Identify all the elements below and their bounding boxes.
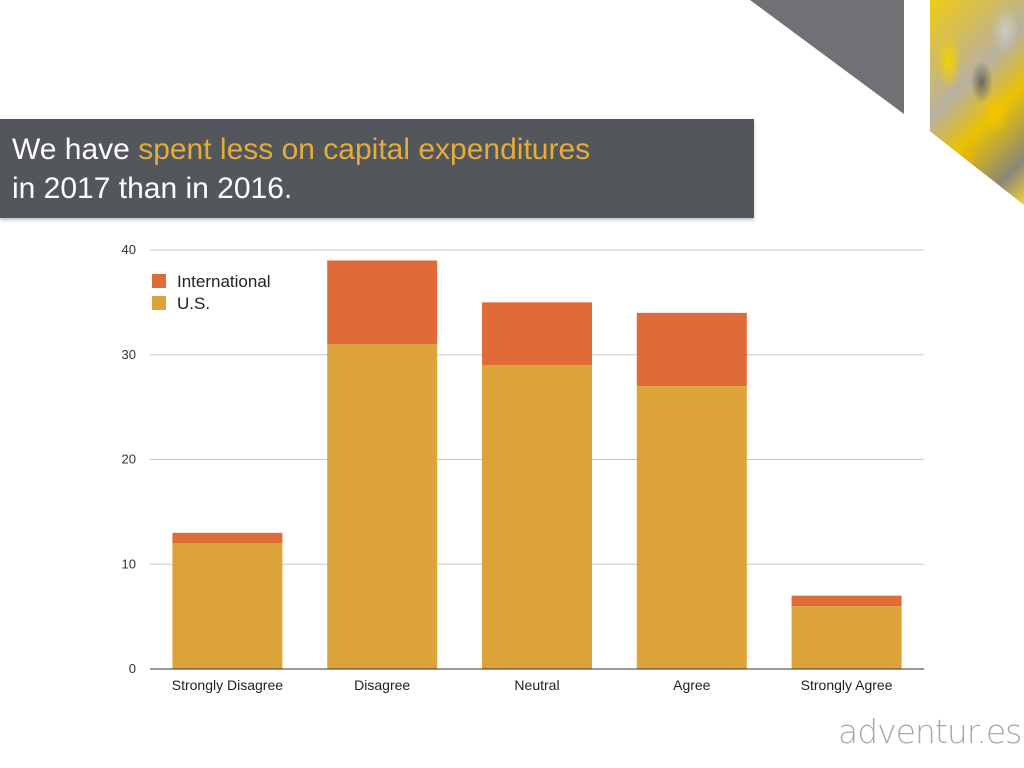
x-tick-label: Strongly Agree bbox=[801, 677, 893, 693]
bar-u-s bbox=[172, 543, 283, 669]
legend-swatch bbox=[152, 296, 166, 310]
brand-logo: adventur.es bbox=[838, 712, 1022, 751]
title-line-1: We have spent less on capital expenditur… bbox=[12, 132, 590, 168]
x-tick-label: Disagree bbox=[354, 677, 410, 693]
bar-international bbox=[172, 532, 283, 544]
legend-label: International bbox=[177, 272, 271, 291]
y-tick-label: 40 bbox=[122, 242, 136, 257]
y-tick-label: 30 bbox=[122, 347, 136, 362]
bar-u-s bbox=[791, 606, 902, 669]
title-line-2: in 2017 than in 2016. bbox=[12, 172, 293, 205]
title-banner: We have spent less on capital expenditur… bbox=[0, 119, 754, 218]
brand-text-suffix: es bbox=[985, 712, 1022, 751]
x-tick-label: Neutral bbox=[514, 677, 559, 693]
bar-u-s bbox=[327, 344, 438, 669]
bar-international bbox=[791, 595, 902, 607]
brand-dot: . bbox=[976, 712, 986, 751]
y-tick-label: 0 bbox=[129, 661, 136, 676]
x-tick-label: Strongly Disagree bbox=[172, 677, 283, 693]
brand-text-prefix: adventur bbox=[838, 712, 977, 751]
legend-swatch bbox=[152, 274, 166, 288]
title-prefix: We have bbox=[12, 133, 139, 166]
legend-label: U.S. bbox=[177, 294, 210, 313]
x-tick-label: Agree bbox=[673, 677, 711, 693]
bar-u-s bbox=[636, 386, 747, 669]
bar-u-s bbox=[482, 365, 592, 669]
bar-international bbox=[636, 312, 747, 387]
title-highlight: spent less on capital expenditures bbox=[138, 133, 591, 166]
y-tick-label: 20 bbox=[122, 452, 136, 467]
bar-international bbox=[482, 302, 592, 366]
bar-international bbox=[327, 260, 438, 345]
y-tick-label: 10 bbox=[122, 556, 136, 571]
